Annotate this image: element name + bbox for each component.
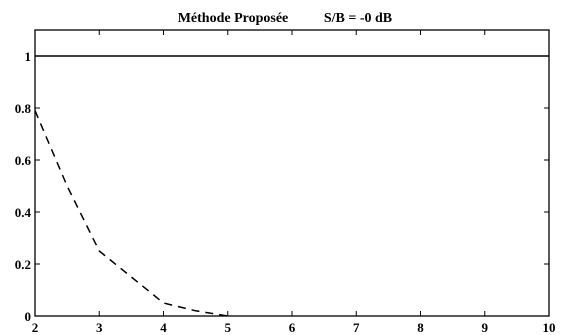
chart-title-method: Méthode Proposée (178, 11, 289, 26)
y-tick-label: 0.6 (15, 153, 32, 168)
x-tick-label: 5 (225, 320, 232, 335)
series-line-dashed (34, 110, 228, 317)
chart-title-snr: S/B = -0 dB (324, 11, 392, 26)
x-tick-label: 6 (289, 320, 296, 335)
x-tick-label: 4 (160, 320, 167, 335)
x-tick-label: 8 (417, 320, 424, 335)
plot-frame (34, 29, 550, 317)
y-tick-label: 0 (25, 309, 32, 324)
y-tick-label: 1 (25, 49, 32, 64)
y-tick-label: 0.8 (15, 101, 32, 116)
y-tick-label: 0.2 (15, 257, 31, 272)
data-series (34, 55, 549, 317)
x-tick-label: 10 (543, 320, 556, 335)
x-tick-label: 9 (482, 320, 489, 335)
x-tick-label: 2 (32, 320, 39, 335)
axis-ticks: 2 3 4 5 6 7 8 9 10 0 0.2 0.4 0.6 0.8 1 (15, 30, 556, 335)
y-tick-label: 0.4 (15, 205, 32, 220)
x-tick-label: 7 (353, 320, 360, 335)
x-tick-label: 3 (96, 320, 103, 335)
